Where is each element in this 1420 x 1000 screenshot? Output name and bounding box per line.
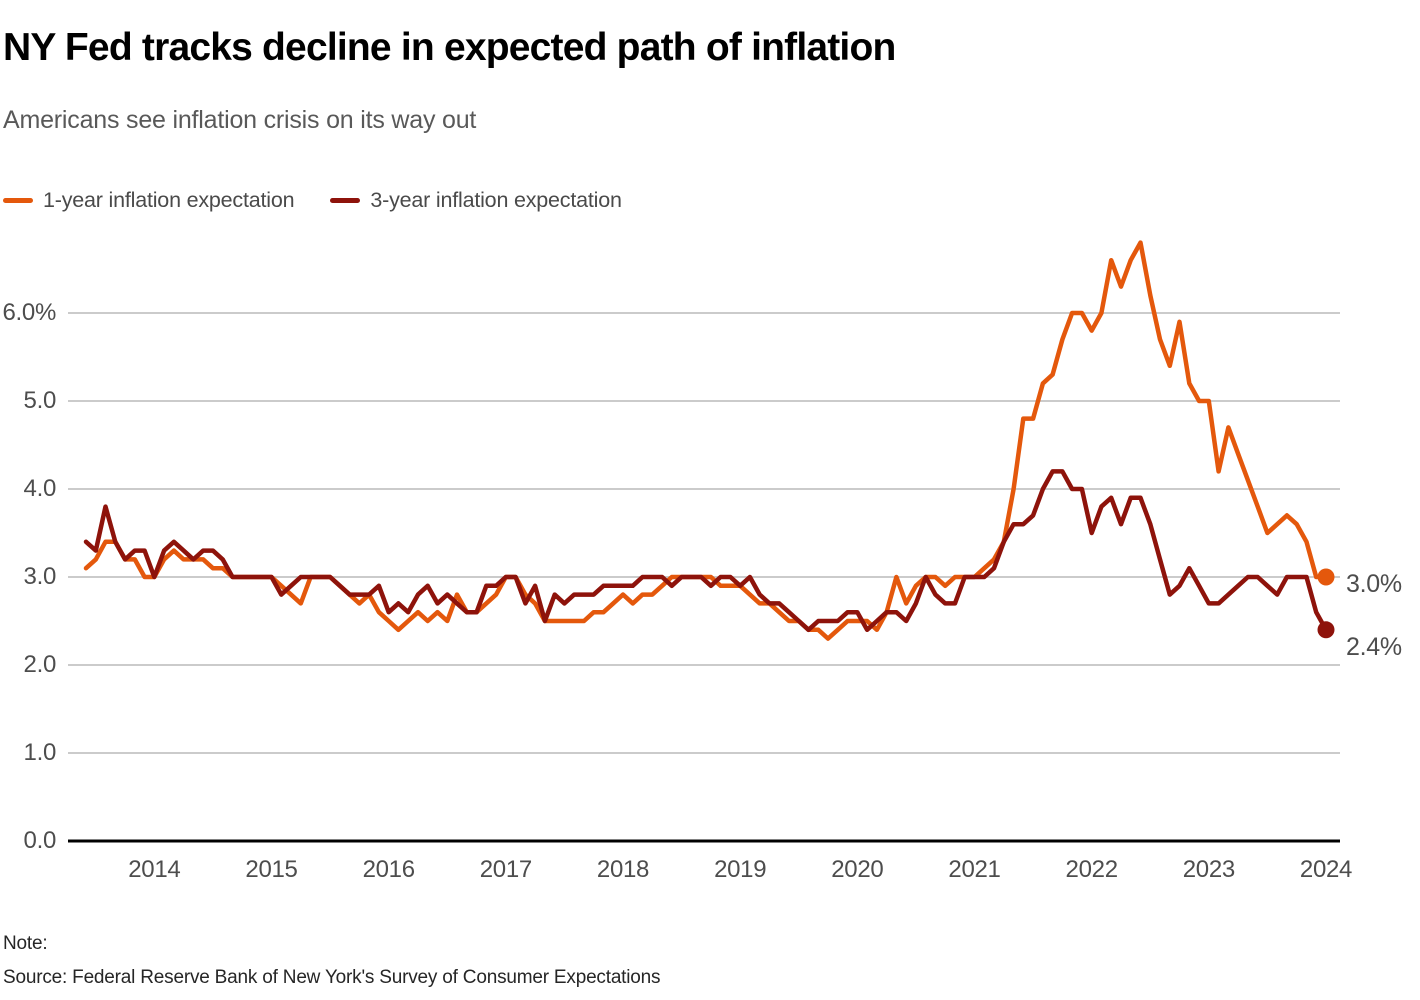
legend-label: 1-year inflation expectation [43, 188, 295, 212]
page-subtitle: Americans see inflation crisis on its wa… [3, 106, 477, 134]
x-tick-label-2023: 2023 [1182, 856, 1236, 883]
legend-swatch-icon [3, 198, 33, 203]
source-text: Source: Federal Reserve Bank of New York… [3, 967, 661, 988]
y-tick-label-6: 6.0% [2, 299, 56, 326]
series-end-dot-3-year [1317, 621, 1335, 639]
legend-item-3-year: 3-year inflation expectation [330, 188, 622, 213]
x-tick-label-2022: 2022 [1065, 856, 1119, 883]
y-tick-label-1: 1.0 [23, 739, 57, 766]
x-tick-label-2020: 2020 [831, 856, 884, 883]
x-tick-label-2016: 2016 [362, 856, 416, 883]
x-tick-label-2017: 2017 [479, 856, 533, 883]
x-tick-label-2014: 2014 [128, 856, 181, 883]
end-label-3-year: 2.4% [1346, 632, 1402, 661]
y-tick-label-0: 0.0 [23, 827, 57, 854]
legend-item-1-year: 1-year inflation expectation [3, 188, 295, 213]
series-line-1-year [83, 240, 1329, 641]
note-text: Note: [3, 933, 48, 954]
y-tick-label-3: 3.0 [23, 563, 57, 590]
legend: 1-year inflation expectation 3-year infla… [3, 188, 622, 213]
legend-label: 3-year inflation expectation [370, 188, 622, 212]
series-end-dot-1-year [1317, 568, 1335, 586]
x-tick-label-2018: 2018 [596, 856, 650, 883]
x-tick-label-2019: 2019 [714, 856, 767, 883]
x-tick-label-2024: 2024 [1299, 856, 1353, 883]
y-tick-label-5: 5.0 [23, 387, 57, 414]
x-tick-label-2015: 2015 [245, 856, 298, 883]
end-label-1-year: 3.0% [1346, 570, 1402, 598]
series-line-3-year [83, 469, 1329, 633]
page-title: NY Fed tracks decline in expected path o… [3, 26, 896, 69]
x-tick-label-2021: 2021 [948, 856, 1001, 883]
y-tick-label-2: 2.0 [23, 651, 57, 678]
legend-swatch-icon [330, 198, 361, 203]
y-tick-label-4: 4.0 [23, 475, 57, 502]
